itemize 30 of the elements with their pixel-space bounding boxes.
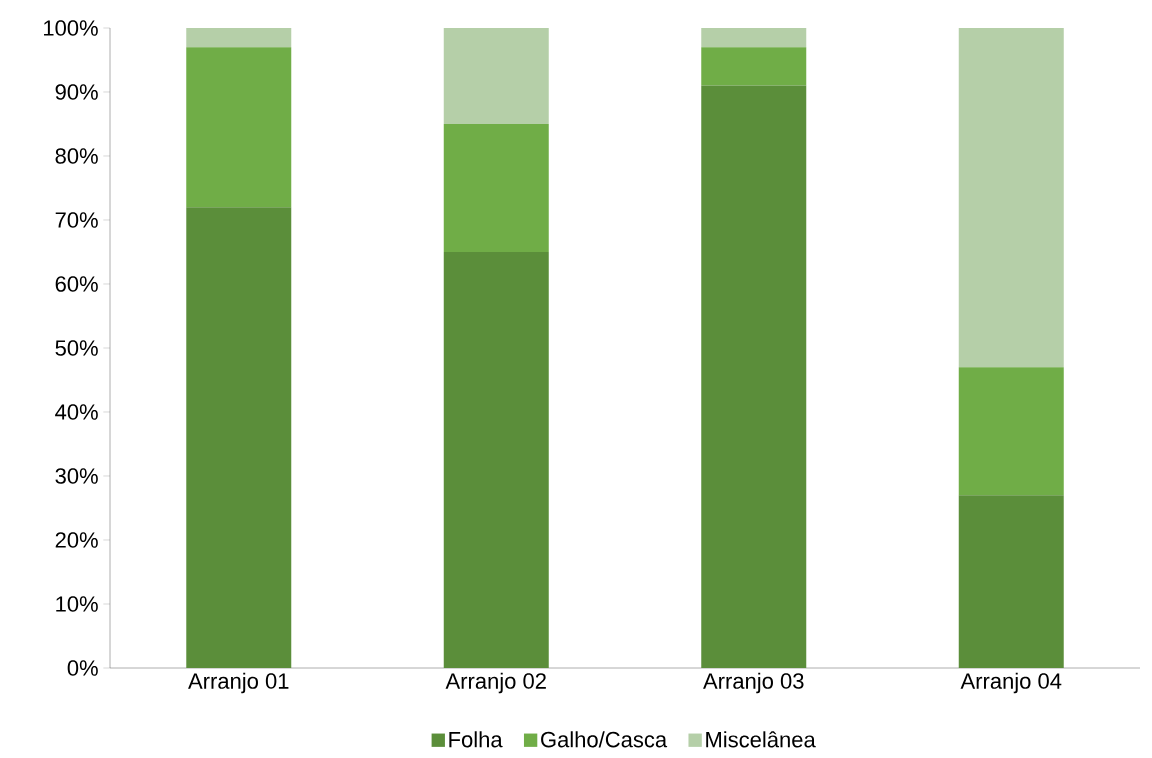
bar xyxy=(701,47,807,86)
bar xyxy=(958,28,1064,368)
y-tick-label: 20% xyxy=(55,532,98,548)
y-tick-label: 30% xyxy=(55,468,98,484)
bar xyxy=(701,28,807,48)
bar xyxy=(443,252,549,668)
bar xyxy=(958,367,1064,496)
bar xyxy=(443,28,549,124)
y-tick-label: 10% xyxy=(56,596,98,612)
x-tick-label: Arranjo 04 xyxy=(960,672,1062,694)
legend-label: Miscelânea xyxy=(706,731,816,748)
y-tick-label: 90% xyxy=(55,84,98,100)
x-tick-label: Arranjo 03 xyxy=(703,672,804,694)
y-tick-label: 80% xyxy=(55,148,98,164)
x-tick-label: Arranjo 01 xyxy=(188,672,289,694)
y-tick-label: 70% xyxy=(55,212,98,228)
bar xyxy=(186,207,292,668)
y-tick-label: 50% xyxy=(55,340,98,356)
bar xyxy=(186,28,292,48)
bar xyxy=(701,85,807,668)
y-tick-label: 0% xyxy=(67,660,98,676)
bar xyxy=(443,124,549,252)
legend-label: Folha xyxy=(449,731,503,748)
bar xyxy=(958,495,1064,668)
y-tick-label: 40% xyxy=(55,404,98,420)
legend-label: Galho/Casca xyxy=(541,731,668,748)
x-tick-label: Arranjo 02 xyxy=(445,672,546,694)
y-tick-label: 60% xyxy=(55,276,98,292)
y-tick-label: 100% xyxy=(44,20,98,36)
bar xyxy=(186,47,292,208)
